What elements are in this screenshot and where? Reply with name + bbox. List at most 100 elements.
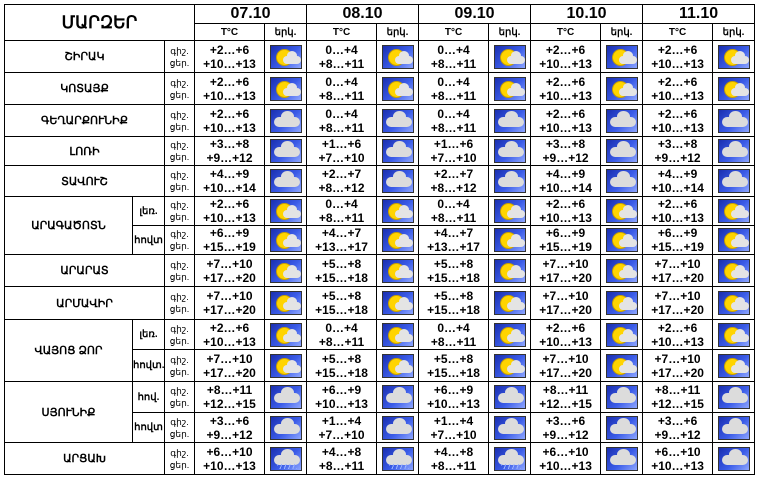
day-temperature: +17…+20 xyxy=(651,270,704,285)
night-label: գիշ. xyxy=(170,386,189,396)
weather-cell xyxy=(376,225,420,255)
day-temperature: +10…+13 xyxy=(203,458,256,473)
night-temperature: +8…+11 xyxy=(206,383,253,397)
day-temperature: +10…+13 xyxy=(651,56,704,71)
day-temperature: +8…+11 xyxy=(318,56,365,71)
forecast-table: ՄԱՐԶԵՐ 07.10 08.10 09.10 10.10 11.10 T°C… xyxy=(4,4,756,475)
night-temperature: +6…+9 xyxy=(545,226,586,241)
partly-cloudy-icon xyxy=(381,353,414,378)
overcast-icon xyxy=(605,169,638,193)
night-temperature: +1…+6 xyxy=(321,137,362,152)
night-label: գիշ. xyxy=(170,416,189,427)
temperature-cell: +2…+6 +10…+13 xyxy=(530,104,602,137)
weather-cell xyxy=(712,72,756,105)
subregion-name: հովտ xyxy=(132,412,165,443)
overcast-icon xyxy=(493,169,526,193)
night-label: գիշ. xyxy=(170,109,189,120)
night-temperature: +2…+6 xyxy=(209,197,250,212)
region-name: ԱՐՄԱՎԻՐ xyxy=(4,286,165,320)
temperature-header: T°C xyxy=(194,23,265,41)
temperature-cell: +3…+8 +9…+12 xyxy=(530,136,602,166)
day-temperature: +10…+13 xyxy=(539,458,592,473)
weather-cell xyxy=(376,104,420,137)
table-title: ՄԱՐԶԵՐ xyxy=(4,4,195,41)
weather-cell xyxy=(376,286,420,320)
night-temperature: +4…+7 xyxy=(433,226,474,241)
row-label: գիշ. ցեր. xyxy=(164,165,195,197)
day-temperature: +15…+19 xyxy=(203,240,256,254)
partly-cloudy-icon xyxy=(717,228,750,252)
partly-cloudy-icon xyxy=(381,199,414,223)
weather-cell xyxy=(600,412,644,443)
temperature-cell: +2…+7 +8…+12 xyxy=(306,165,378,197)
night-temperature: +6…+9 xyxy=(657,226,698,241)
day-temperature: +8…+11 xyxy=(318,458,365,473)
day-temperature: +9…+12 xyxy=(654,427,701,442)
weather-cell xyxy=(600,381,644,413)
temperature-cell: +1…+6 +7…+10 xyxy=(306,136,378,166)
day-label: ցեր. xyxy=(169,304,190,314)
temperature-cell: +2…+6 +10…+13 xyxy=(194,319,265,350)
temperature-cell: 0…+4 +8…+11 xyxy=(306,104,378,137)
temperature-cell: +5…+8 +15…+18 xyxy=(418,286,490,320)
weather-cell xyxy=(712,104,756,137)
night-temperature: +6…+10 xyxy=(206,444,253,459)
partly-cloudy-icon xyxy=(493,353,526,378)
region-name: ՏԱՎՈՒՇ xyxy=(4,165,165,197)
temperature-cell: +5…+8 +15…+18 xyxy=(418,254,490,287)
temperature-cell: +3…+6 +9…+12 xyxy=(194,412,265,443)
temperature-cell: +6…+10 +10…+13 xyxy=(642,442,714,475)
partly-cloudy-icon xyxy=(493,76,526,101)
night-temperature: +3…+6 xyxy=(657,413,698,428)
weather-cell xyxy=(712,254,756,287)
rain-icon xyxy=(493,446,526,471)
day-temperature: +15…+18 xyxy=(427,303,480,317)
night-temperature: +3…+6 xyxy=(209,413,250,428)
day-temperature: +9…+12 xyxy=(542,427,589,442)
overcast-icon xyxy=(493,415,526,440)
weather-cell xyxy=(712,381,756,413)
table-row: ԱՐՄԱՎԻՐ գիշ. ցեր. +7…+10 +17…+20 +5…+8 +15…+18… xyxy=(4,286,756,320)
night-temperature: +2…+6 xyxy=(545,197,586,212)
day-label: ցեր. xyxy=(169,428,190,439)
temperature-cell: +7…+10 +17…+20 xyxy=(194,286,265,320)
subregion-name: հովտ. xyxy=(132,349,165,382)
overcast-icon xyxy=(493,385,526,409)
weather-cell xyxy=(263,442,308,475)
day-temperature: +10…+13 xyxy=(651,88,704,103)
temperature-cell: +2…+7 +8…+12 xyxy=(418,165,490,197)
region-name: ԼՈՌԻ xyxy=(4,136,165,166)
day-label: ցեր. xyxy=(169,335,190,346)
day-temperature: +7…+10 xyxy=(430,427,477,442)
temperature-cell: +4…+9 +10…+14 xyxy=(194,165,265,197)
temperature-cell: +3…+8 +9…+12 xyxy=(194,136,265,166)
partly-cloudy-icon xyxy=(717,258,750,283)
day-temperature: +10…+13 xyxy=(203,334,256,349)
day-temperature: +15…+18 xyxy=(427,270,480,285)
night-temperature: +6…+9 xyxy=(209,226,250,241)
weather-cell xyxy=(600,136,644,166)
day-label: ցեր. xyxy=(169,121,190,132)
temperature-cell: +2…+6 +10…+13 xyxy=(194,104,265,137)
weather-cell xyxy=(600,165,644,197)
weather-cell xyxy=(376,72,420,105)
temperature-cell: 0…+4 +8…+11 xyxy=(418,104,490,137)
weather-cell xyxy=(600,286,644,320)
partly-cloudy-icon xyxy=(269,353,302,378)
day-label: ցեր. xyxy=(169,459,190,470)
overcast-icon xyxy=(717,108,750,133)
weather-cell xyxy=(263,319,308,350)
partly-cloudy-icon xyxy=(493,258,526,283)
weather-cell xyxy=(263,254,308,287)
table-row: հովտ. գիշ. ցեր. +7…+10 +17…+20 +5…+8 +15…+18 +5… xyxy=(5,349,756,382)
table-row: հովտ գիշ. ցեր. +6…+9 +15…+19 +4…+7 +13…+17 +4…+… xyxy=(5,225,756,255)
temperature-cell: +8…+11 +12…+15 xyxy=(642,381,714,413)
temperature-cell: +1…+4 +7…+10 xyxy=(418,412,490,443)
day-temperature: +9…+12 xyxy=(542,151,589,165)
night-temperature: +4…+8 xyxy=(433,444,474,459)
row-label: գիշ. ցեր. xyxy=(164,254,195,287)
weather-header: երկ. xyxy=(712,23,756,41)
temperature-cell: +5…+8 +15…+18 xyxy=(306,286,378,320)
overcast-icon xyxy=(381,415,414,440)
day-temperature: +8…+11 xyxy=(318,88,365,103)
